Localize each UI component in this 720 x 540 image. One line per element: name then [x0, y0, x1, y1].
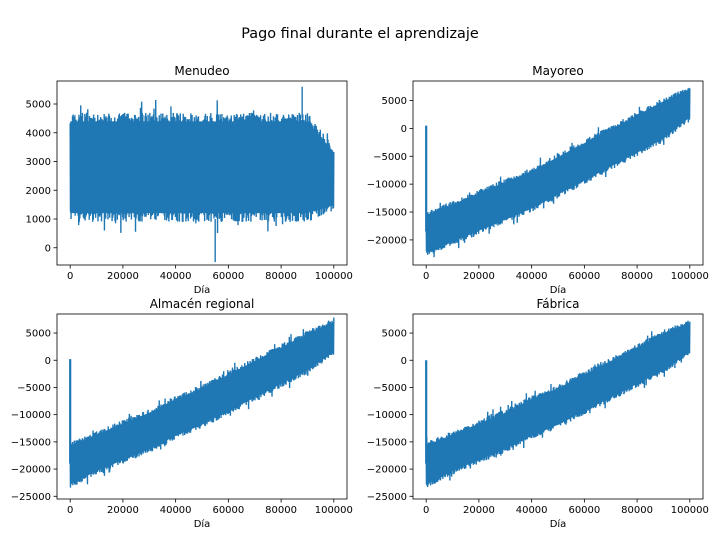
- y-tick-label: 5000: [382, 329, 407, 340]
- y-tick-label: −5000: [373, 152, 407, 163]
- x-tick-label: 20000: [107, 271, 139, 282]
- x-tick-label: 100000: [671, 271, 709, 282]
- x-tick-label: 40000: [516, 505, 548, 516]
- axes-frame: [56, 313, 348, 500]
- x-tick-label: 20000: [463, 271, 495, 282]
- series-band: [70, 121, 334, 214]
- y-tick-label: −15000: [11, 437, 51, 448]
- x-tick-label: 60000: [568, 505, 600, 516]
- subplot-0: Menudeo 0 20000 40000 60000 80000 100000 0 1000 2…: [26, 64, 353, 296]
- x-tick-label: 0: [67, 505, 73, 516]
- y-tick-label: 2000: [26, 186, 51, 197]
- axes-frame: [412, 313, 704, 500]
- subplot-title: Menudeo: [174, 64, 229, 78]
- y-tick-label: 3000: [26, 157, 51, 168]
- x-tick-label: 20000: [107, 505, 139, 516]
- y-tick-label: −20000: [367, 235, 407, 246]
- x-tick-label: 60000: [212, 505, 244, 516]
- x-tick-label: 0: [67, 271, 73, 282]
- subplot-1: Mayoreo 0 20000 40000 60000 80000 100000 −20000…: [367, 64, 709, 296]
- x-tick-label: 100000: [315, 271, 353, 282]
- x-tick-label: 100000: [315, 505, 353, 516]
- y-tick-label: −10000: [11, 410, 51, 421]
- y-tick-label: −10000: [367, 180, 407, 191]
- x-tick-label: 100000: [671, 505, 709, 516]
- y-tick-label: −10000: [367, 410, 407, 421]
- x-tick-label: 20000: [463, 505, 495, 516]
- y-tick-label: 0: [401, 356, 407, 367]
- y-tick-label: −25000: [367, 492, 407, 503]
- x-tick-label: 60000: [568, 271, 600, 282]
- axes-frame: [412, 80, 704, 266]
- x-axis-label: Día: [194, 284, 211, 296]
- series-band: [70, 322, 334, 485]
- x-tick-label: 80000: [621, 505, 653, 516]
- y-tick-label: 0: [401, 124, 407, 135]
- y-tick-label: −15000: [367, 208, 407, 219]
- y-tick-label: −20000: [367, 465, 407, 476]
- y-tick-label: −25000: [11, 492, 51, 503]
- axes-frame: [56, 80, 348, 266]
- y-tick-label: 4000: [26, 128, 51, 139]
- x-tick-label: 80000: [265, 505, 297, 516]
- y-tick-label: 1000: [26, 215, 51, 226]
- subplot-title: Mayoreo: [532, 64, 584, 78]
- x-tick-label: 80000: [621, 271, 653, 282]
- x-tick-label: 0: [423, 505, 429, 516]
- y-tick-label: −5000: [17, 383, 51, 394]
- y-tick-label: −5000: [373, 383, 407, 394]
- x-axis-label: Día: [550, 518, 567, 530]
- series-band: [426, 322, 690, 485]
- y-tick-label: 0: [45, 243, 51, 254]
- y-tick-label: −20000: [11, 465, 51, 476]
- y-tick-label: 5000: [382, 96, 407, 107]
- subplot-3: Fábrica 0 20000 40000 60000 80000 100000 −25000…: [367, 297, 709, 530]
- x-tick-label: 40000: [516, 271, 548, 282]
- y-tick-label: 0: [45, 356, 51, 367]
- y-tick-label: −15000: [367, 437, 407, 448]
- y-tick-label: 5000: [26, 100, 51, 111]
- x-tick-label: 40000: [160, 271, 192, 282]
- y-tick-label: 5000: [26, 329, 51, 340]
- x-axis-label: Día: [550, 284, 567, 296]
- subplot-title: Fábrica: [537, 297, 580, 311]
- subplot-title: Almacén regional: [150, 297, 255, 311]
- subplot-2: Almacén regional 0 20000 40000 60000 80000 100…: [11, 297, 353, 530]
- x-tick-label: 40000: [160, 505, 192, 516]
- x-tick-label: 80000: [265, 271, 297, 282]
- x-axis-label: Día: [194, 518, 211, 530]
- x-tick-label: 0: [423, 271, 429, 282]
- figure-title: Pago final durante el aprendizaje: [241, 26, 479, 42]
- x-tick-label: 60000: [212, 271, 244, 282]
- series-band: [426, 89, 690, 254]
